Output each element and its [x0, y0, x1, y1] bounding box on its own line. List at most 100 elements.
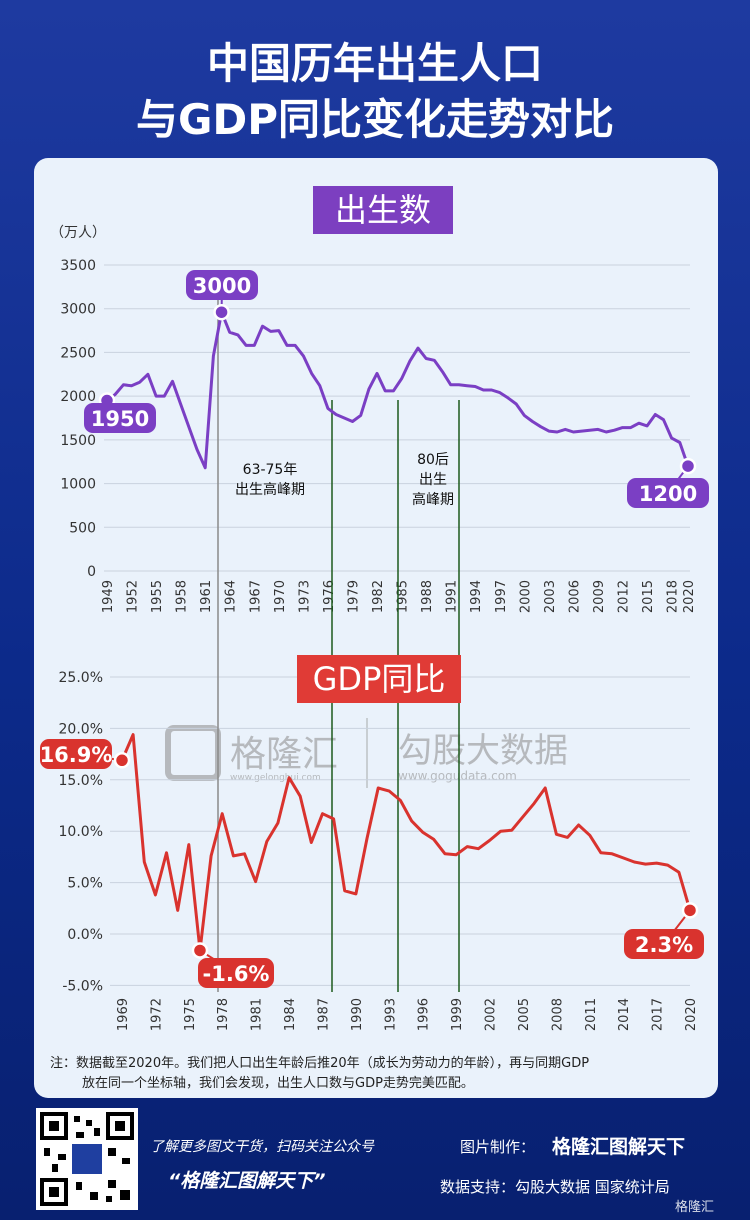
chart-panel: [34, 158, 718, 1098]
gdp-x-tick: 2008: [550, 998, 565, 1031]
footnote: 注：数据截至2020年。我们把人口出生年龄后推20年（成长为劳动力的年龄），再与…: [50, 1054, 710, 1094]
gdp-line: [120, 733, 692, 952]
births-x-tick: 2009: [592, 580, 607, 613]
births-x-tick: 1958: [175, 580, 190, 613]
gdp-x-tick: 2005: [517, 998, 532, 1031]
births-x-tick: 1973: [297, 580, 312, 613]
births-x-tick: 1949: [101, 580, 116, 613]
births-y-tick: 0: [87, 564, 96, 580]
gdp-x-tick: 2014: [617, 998, 632, 1031]
gdp-y-tick: 25.0%: [59, 670, 103, 686]
births-x-tick: 1952: [126, 580, 141, 613]
period-lines: [217, 290, 460, 992]
gdp-callout-start-text: 16.9%: [40, 743, 113, 767]
births-callout-end-badge: [627, 478, 709, 508]
period1-line2: 出生高峰期: [235, 482, 305, 498]
period2-line3: 高峰期: [412, 492, 454, 508]
gdp-y-tick: 0.0%: [67, 927, 103, 943]
births-x-tick: 1985: [396, 580, 411, 613]
births-x-tick: 2020: [682, 580, 697, 613]
footnote-line1: 注：数据截至2020年。我们把人口出生年龄后推20年（成长为劳动力的年龄），再与…: [50, 1056, 590, 1071]
births-x-tick: 1970: [273, 580, 288, 613]
births-y-tick: 2500: [60, 345, 96, 361]
gdp-section-label: GDP同比: [297, 655, 461, 703]
births-y-tick: 500: [69, 520, 96, 536]
gdp-y-tick: 15.0%: [59, 773, 103, 789]
watermark-left-text: 格隆汇: [230, 734, 338, 775]
births-x-tick: 1988: [420, 580, 435, 613]
period-label-1963-1975: 63-75年 出生高峰期: [210, 460, 330, 500]
watermark-right-text: 勾股大数据: [398, 731, 568, 771]
gdp-y-tick: 20.0%: [59, 721, 103, 737]
gdp-callout-end-marker: [681, 902, 699, 919]
title-line-2: 与GDP同比变化走势对比: [135, 95, 615, 144]
births-section-label: 出生数: [313, 186, 453, 234]
births-x-tick: 1979: [346, 580, 361, 613]
births-grid: 0 500 1000 1500 2000 2500 3000 3500 1949 1952 1955…: [60, 258, 697, 613]
births-x-tick: 1961: [199, 580, 214, 613]
births-x-tick: 2018: [666, 580, 681, 613]
period1-line1: 63-75年: [242, 462, 298, 478]
gdp-callout-min-text: -1.6%: [203, 962, 270, 986]
gdp-x-tick: 2011: [584, 998, 599, 1031]
gdp-callout-start-marker: [113, 752, 131, 769]
gdp-callout-start-badge: [40, 739, 112, 769]
gdp-x-tick: 1969: [116, 998, 131, 1031]
births-line: [106, 310, 690, 470]
births-callout-end-text: 1200: [639, 482, 697, 506]
births-series: [106, 310, 690, 470]
births-x-tick: 2003: [543, 580, 558, 613]
births-callout-start-badge: [84, 403, 156, 433]
births-x-tick: 2006: [567, 580, 582, 613]
gdp-x-tick: 2017: [651, 998, 666, 1031]
gdp-grid: -5.0% 0.0% 5.0% 10.0% 15.0% 20.0% 25.0% 1969 197…: [59, 670, 699, 1031]
gdp-callout-min-marker: [191, 942, 209, 959]
watermark-right-url: www.gogudata.com: [398, 769, 517, 783]
promo-text-1: 了解更多图文干货，扫码关注公众号: [150, 1139, 374, 1155]
gdp-x-tick: 1999: [450, 998, 465, 1031]
gdp-x-tick: 1978: [216, 998, 231, 1031]
gdp-x-tick: 2002: [484, 998, 499, 1031]
births-callout-start-text: 1950: [91, 407, 149, 431]
births-x-tick: 2000: [518, 580, 533, 613]
qr-code[interactable]: [36, 1108, 138, 1210]
gdp-callout-end-badge: [624, 929, 704, 959]
gdp-x-tick: 1975: [183, 998, 198, 1031]
footer-brand: 格隆汇: [675, 1200, 715, 1215]
promo-text-2: “格隆汇图解天下”: [168, 1170, 326, 1192]
births-y-tick: 1500: [60, 433, 96, 449]
gdp-callout-end-text: 2.3%: [635, 933, 693, 957]
births-callout-peak-marker: [213, 303, 230, 321]
births-x-tick: 1991: [445, 580, 460, 613]
births-callout-peak-badge: [186, 270, 258, 300]
title-line-1: 中国历年出生人口: [206, 39, 543, 88]
births-x-tick: 1967: [248, 580, 263, 613]
gdp-y-tick: -5.0%: [62, 978, 103, 994]
period-label-80s: 80后 出生 高峰期: [393, 450, 473, 510]
watermark-left-url: www.gelonghui.com: [230, 773, 321, 783]
births-y-tick: 3500: [60, 258, 96, 274]
credit-label-1: 图片制作：: [460, 1138, 536, 1156]
watermark-logo-icon: [165, 725, 221, 781]
footnote-line2: 放在同一个坐标轴，我们会发现，出生人口数与GDP走势完美匹配。: [82, 1076, 474, 1091]
gdp-x-tick: 1972: [149, 998, 164, 1031]
gdp-series: [120, 733, 692, 952]
gdp-y-tick: 5.0%: [67, 876, 103, 892]
period2-line1: 80后: [417, 452, 449, 468]
births-y-tick: 3000: [60, 302, 96, 318]
gdp-x-tick: 1981: [250, 998, 265, 1031]
births-y-tick: 2000: [60, 389, 96, 405]
births-x-tick: 1994: [469, 580, 484, 613]
births-x-tick: 1982: [371, 580, 386, 613]
births-unit-label: （万人）: [50, 225, 106, 241]
gdp-x-tick: 1987: [316, 998, 331, 1031]
qr-code-icon: [40, 1112, 134, 1206]
births-x-tick: 2012: [617, 580, 632, 613]
gdp-y-tick: 10.0%: [59, 824, 103, 840]
gdp-x-tick: 1984: [283, 998, 298, 1031]
births-x-tick: 2015: [641, 580, 656, 613]
births-x-tick: 1976: [322, 580, 337, 613]
callouts: 1950 3000 1200 16.9% -1.6% 2.3%: [40, 270, 709, 988]
gdp-callout-min-badge: [198, 958, 274, 988]
